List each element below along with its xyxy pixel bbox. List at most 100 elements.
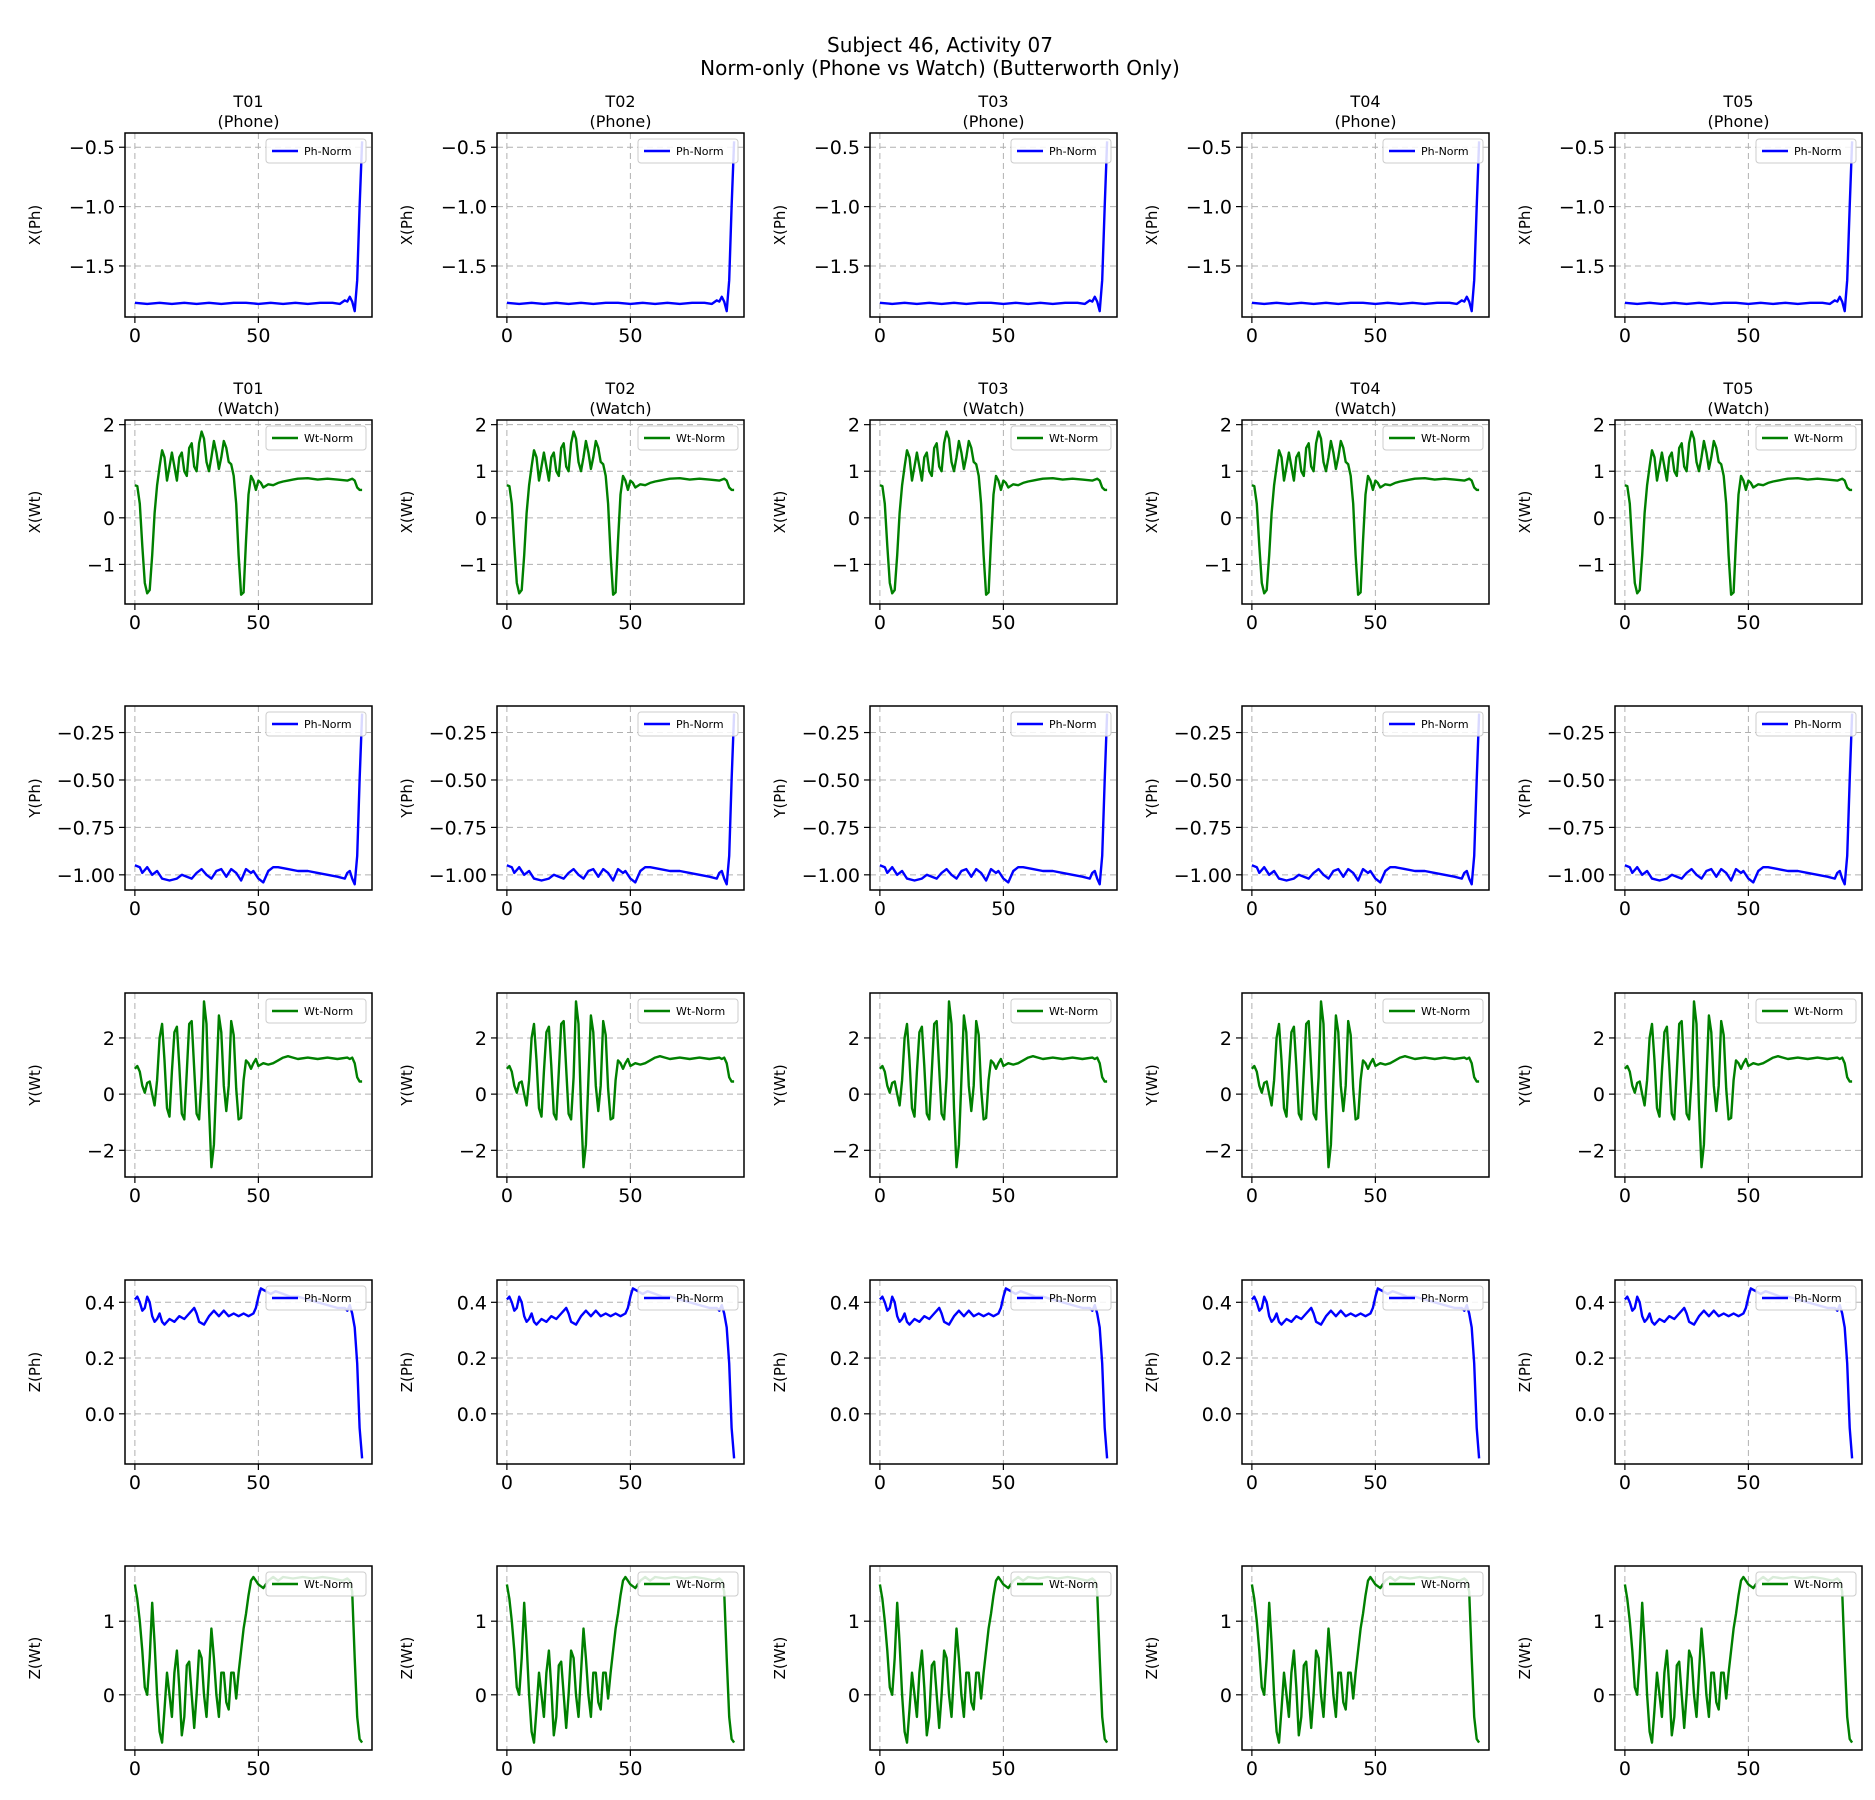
series-line-ph-norm <box>1624 141 1854 313</box>
y-axis-label: Z(Wt) <box>26 1637 44 1680</box>
series-line-wt-norm <box>1623 1000 1853 1169</box>
series-line-wt-norm <box>505 1575 736 1744</box>
subplot-title: T01 <box>232 379 263 398</box>
legend-label: Ph-Norm <box>1421 718 1469 731</box>
legend: Ph-Norm <box>637 138 739 164</box>
legend: Ph-Norm <box>1382 1285 1484 1311</box>
legend: Wt-Norm <box>637 425 739 451</box>
y-tick-label: −1 <box>1577 554 1605 576</box>
axes-frame <box>869 1565 1118 1751</box>
y-axis-label: Y(Wt) <box>1516 1064 1534 1107</box>
y-tick-label: 1 <box>103 1611 115 1633</box>
legend-box <box>1755 711 1857 737</box>
x-tick-label: 50 <box>991 1185 1015 1207</box>
subplot-t05-xwt: T05(Watch) 0 50 2 1 0 −1 X(Wt) Wt-Norm <box>1516 379 1863 634</box>
y-tick-label: 2 <box>103 415 115 437</box>
x-tick-label: 0 <box>874 1472 886 1494</box>
series-line-wt-norm <box>133 1000 363 1169</box>
series-line-ph-norm <box>1251 141 1481 313</box>
axes-frame <box>1241 705 1490 891</box>
axes-frame <box>124 992 373 1178</box>
y-axis-label: Y(Ph) <box>1516 778 1534 818</box>
y-axis-label: Y(Wt) <box>771 1064 789 1107</box>
legend-label: Ph-Norm <box>304 1292 352 1305</box>
y-tick-label: 0.4 <box>457 1292 487 1314</box>
y-tick-label: 0.0 <box>830 1404 860 1426</box>
legend-label: Wt-Norm <box>1794 432 1843 445</box>
y-tick-label: 0.0 <box>1575 1404 1605 1426</box>
legend: Ph-Norm <box>1010 1285 1112 1311</box>
y-tick-label: 0 <box>1220 508 1232 530</box>
x-tick-label: 50 <box>618 1185 642 1207</box>
legend-label: Ph-Norm <box>1049 1292 1097 1305</box>
series-line-ph-norm <box>134 141 364 313</box>
y-tick-label: −0.5 <box>69 137 115 159</box>
y-tick-label: −0.5 <box>1186 137 1232 159</box>
y-axis-label: Y(Ph) <box>398 778 416 818</box>
legend: Ph-Norm <box>637 711 739 737</box>
axes-frame <box>869 132 1118 318</box>
x-tick-label: 0 <box>501 612 513 634</box>
subplot-t02-ywt: 0 50 2 0 −2 Y(Wt) Wt-Norm <box>398 992 745 1207</box>
y-tick-label: −1.0 <box>1186 197 1232 219</box>
y-tick-label: 0.0 <box>1202 1404 1232 1426</box>
x-tick-label: 0 <box>1619 1758 1631 1780</box>
legend-box <box>265 1571 367 1597</box>
axes-frame <box>496 132 745 318</box>
legend: Wt-Norm <box>1010 425 1112 451</box>
legend: Wt-Norm <box>1382 425 1484 451</box>
series-line-wt-norm <box>1251 430 1480 596</box>
series-line-ph-norm <box>506 141 736 313</box>
legend-box <box>1382 425 1484 451</box>
legend-label: Ph-Norm <box>1049 718 1097 731</box>
subplot-title: T05 <box>1722 379 1753 398</box>
x-tick-label: 50 <box>1736 1185 1760 1207</box>
y-tick-label: 2 <box>103 1028 115 1050</box>
axes-frame <box>124 1565 373 1751</box>
subplot-title: (Phone) <box>589 112 651 131</box>
legend-box <box>265 711 367 737</box>
legend-label: Ph-Norm <box>304 718 352 731</box>
legend-box <box>1010 998 1112 1024</box>
subplot-t03-xph: T03(Phone) 0 50 −0.5 −1.0 −1.5 X(Ph) Ph-Norm <box>771 92 1118 347</box>
x-tick-label: 0 <box>501 898 513 920</box>
y-tick-label: −1.5 <box>69 256 115 278</box>
y-axis-label: Z(Ph) <box>771 1352 789 1393</box>
axes-frame <box>496 419 745 605</box>
x-tick-label: 0 <box>129 325 141 347</box>
y-tick-label: 0 <box>848 1685 860 1707</box>
legend-box <box>1010 1571 1112 1597</box>
y-axis-label: Z(Wt) <box>1143 1637 1161 1680</box>
series-line-ph-norm <box>133 1287 364 1459</box>
x-tick-label: 50 <box>991 1472 1015 1494</box>
subplot-title: (Watch) <box>217 399 279 418</box>
figure-title-line1: Subject 46, Activity 07 <box>827 33 1053 57</box>
subplot-title: (Watch) <box>1707 399 1769 418</box>
x-tick-label: 0 <box>1619 325 1631 347</box>
legend-label: Wt-Norm <box>1794 1578 1843 1591</box>
y-tick-label: 1 <box>475 1611 487 1633</box>
figure-title-line2: Norm-only (Phone vs Watch) (Butterworth … <box>700 56 1180 80</box>
x-tick-label: 0 <box>129 1472 141 1494</box>
axes-frame <box>1241 1565 1490 1751</box>
x-tick-label: 50 <box>618 1758 642 1780</box>
axes-frame <box>1241 992 1490 1178</box>
legend-box <box>1382 1571 1484 1597</box>
y-tick-label: −0.25 <box>57 723 115 745</box>
subplot-t01-xph: T01(Phone) 0 50 −0.5 −1.0 −1.5 X(Ph) Ph-Norm <box>26 92 373 347</box>
y-tick-label: −2 <box>459 1140 487 1162</box>
axes-frame <box>124 132 373 318</box>
x-tick-label: 50 <box>246 1472 270 1494</box>
y-tick-label: 0 <box>848 508 860 530</box>
x-tick-label: 50 <box>1736 898 1760 920</box>
axes-frame <box>496 705 745 891</box>
x-tick-label: 50 <box>246 612 270 634</box>
subplot-t05-xph: T05(Phone) 0 50 −0.5 −1.0 −1.5 X(Ph) Ph-Norm <box>1516 92 1863 347</box>
y-tick-label: −0.5 <box>441 137 487 159</box>
y-tick-label: 0.4 <box>1202 1292 1232 1314</box>
x-tick-label: 0 <box>874 612 886 634</box>
subplot-title: T03 <box>977 379 1008 398</box>
legend-label: Ph-Norm <box>1421 145 1469 158</box>
y-tick-label: 1 <box>1220 461 1232 483</box>
subplot-t03-zph: 0 50 0.4 0.2 0.0 Z(Ph) Ph-Norm <box>771 1279 1118 1494</box>
